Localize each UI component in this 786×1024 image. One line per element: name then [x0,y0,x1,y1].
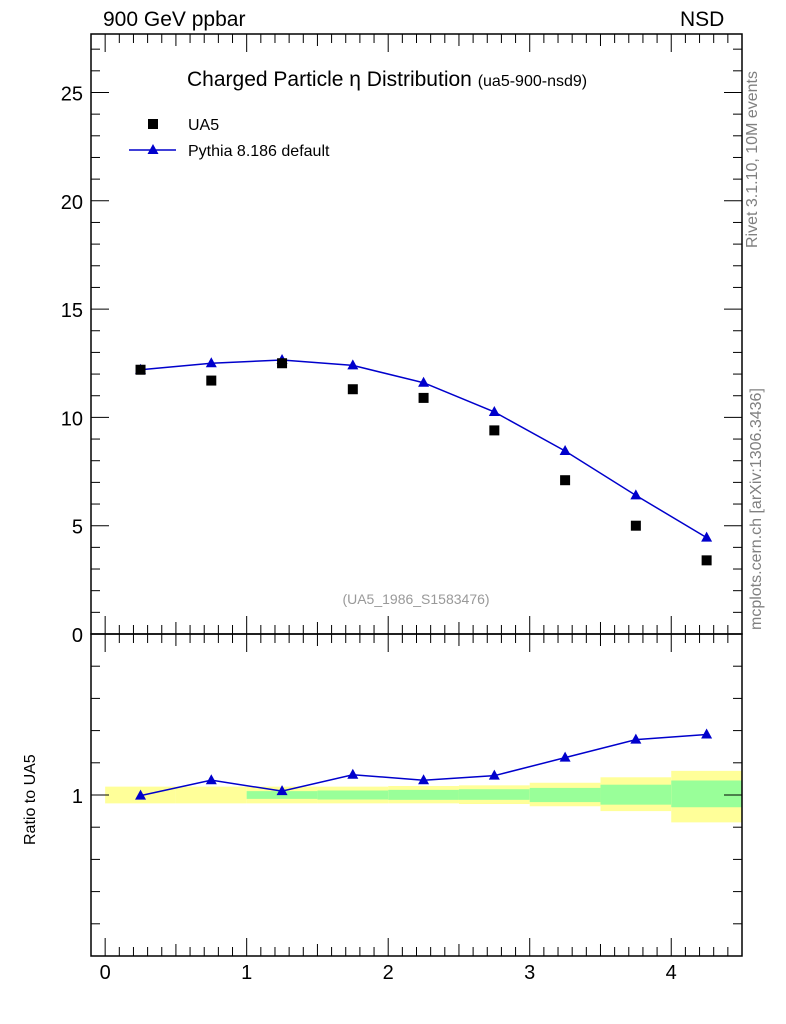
ratio-point [135,789,147,800]
stat-uncertainty-band [458,789,530,800]
pythia-point [205,357,217,368]
stat-uncertainty-band [529,787,601,803]
ratio-panel: 1 0 1 2 3 4 [72,633,743,984]
y-tick-label: 5 [72,517,83,539]
stat-uncertainty-band [600,784,672,805]
chart-title-symbol: η [349,68,361,91]
legend-pythia-label: Pythia 8.186 default [188,143,330,160]
pythia-point [347,359,359,370]
ua5-point [630,520,641,531]
ua5-point [701,555,712,566]
ratio-point [276,785,288,796]
pythia-point [559,444,571,455]
ratio-point [630,733,642,744]
ua5-point [560,475,571,486]
pythia-point [630,489,642,500]
stat-uncertainty-band [317,790,389,800]
legend-ua5-label: UA5 [188,117,219,134]
y-tick-label: 25 [61,83,83,105]
ua5-point [135,364,146,375]
ua5-point [489,425,500,436]
legend-pythia-marker [147,144,159,154]
ua5-point [418,392,429,403]
chart-title-rest: Distribution [367,68,472,91]
legend-ua5-marker [148,119,158,129]
x-tick-label: 0 [100,962,111,984]
chart-title-tag: (ua5-900-nsd9) [478,73,587,90]
y-tick-label: 20 [61,192,83,214]
y-tick-label: 10 [61,408,83,430]
ua5-point [347,384,358,395]
x-tick-label: 2 [383,962,394,984]
x-tick-label: 4 [666,962,677,984]
stat-uncertainty-band [388,789,459,800]
ua5-point [206,375,217,386]
ratio-point [205,774,217,785]
ratio-point [418,774,430,785]
chart-title-text: Charged Particle [187,68,343,91]
total-uncertainty-band [175,786,247,804]
ratio-point [347,768,359,779]
y-tick-label: 0 [72,625,83,647]
chart-title: Charged Particle η Distribution (ua5-900… [187,68,587,91]
pythia-point [418,376,430,387]
ratio-point [559,751,571,762]
x-tick-label: 3 [524,962,535,984]
analysis-watermark: (UA5_1986_S1583476) [342,591,489,607]
ratio-y-tick-label: 1 [72,786,83,808]
pythia-point [701,531,713,542]
ratio-point [701,728,713,739]
ua5-point [277,358,288,369]
ratio-point [488,769,500,780]
main-panel: 0 5 10 15 20 25 UA5 Pythia 8.186 default [61,33,743,647]
x-tick-label: 1 [241,962,252,984]
stat-uncertainty-band [671,780,742,808]
header-left: 900 GeV ppbar [103,8,246,31]
pythia-point [488,405,500,416]
y-tick-label: 15 [61,300,83,322]
header-right: NSD [680,8,725,31]
